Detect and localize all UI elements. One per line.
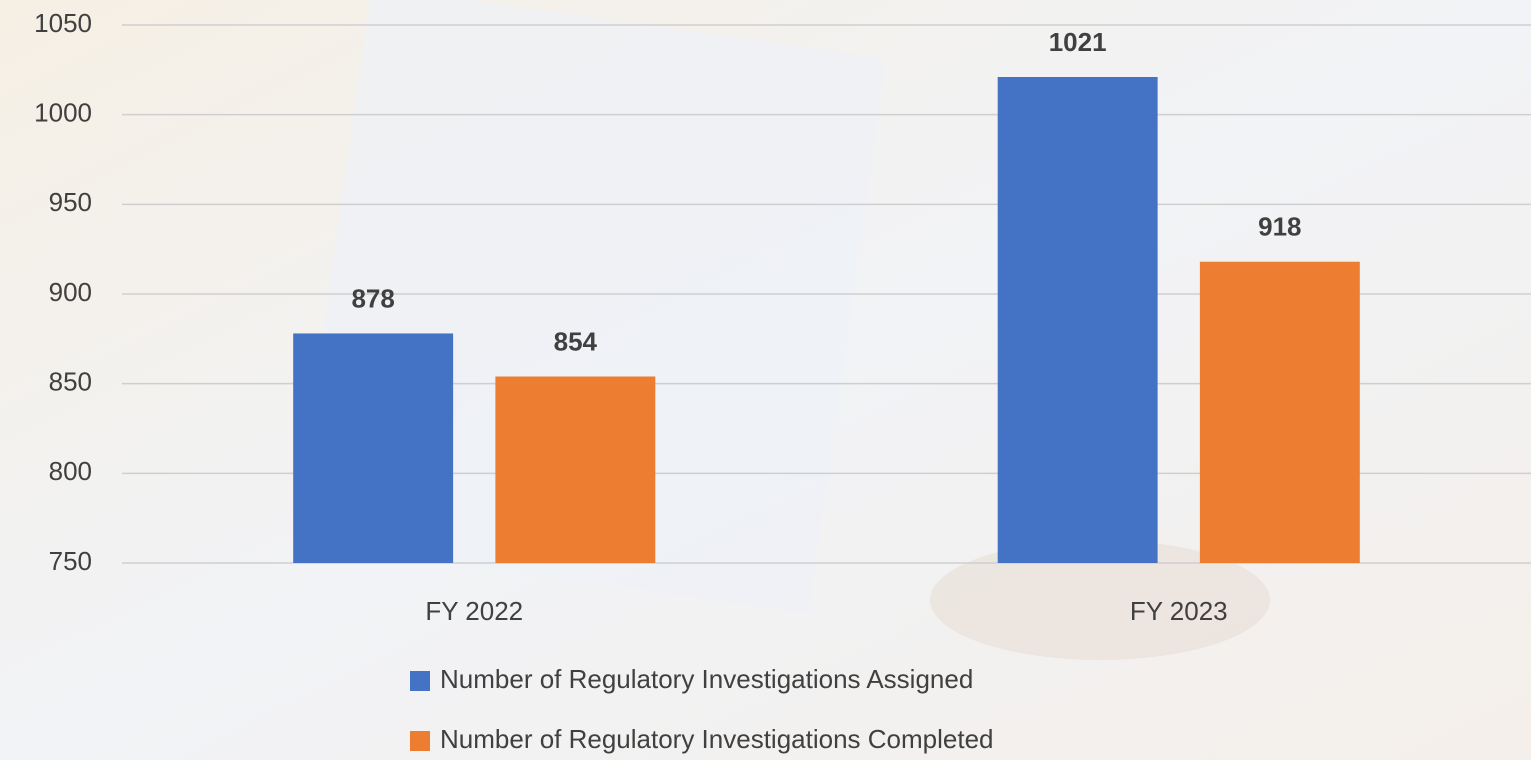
data-label: 854 (554, 326, 598, 356)
y-tick-label: 900 (49, 277, 92, 307)
background-decor (930, 540, 1270, 660)
data-label: 918 (1258, 212, 1301, 242)
bar (1199, 261, 1360, 563)
y-tick-label: 1050 (34, 8, 92, 38)
y-tick-label: 850 (49, 367, 92, 397)
legend-label: Number of Regulatory Investigations Assi… (440, 664, 973, 694)
legend-label: Number of Regulatory Investigations Comp… (440, 724, 994, 754)
legend-swatch (410, 671, 430, 691)
data-label: 1021 (1049, 27, 1107, 57)
y-tick-label: 1000 (34, 98, 92, 128)
bar (495, 376, 656, 563)
y-tick-label: 950 (49, 187, 92, 217)
x-tick-label: FY 2022 (425, 596, 523, 626)
y-tick-label: 750 (49, 546, 92, 576)
bar (293, 333, 454, 563)
legend-swatch (410, 731, 430, 751)
x-tick-label: FY 2023 (1130, 596, 1228, 626)
data-label: 878 (351, 283, 394, 313)
y-tick-label: 800 (49, 456, 92, 486)
bar (997, 77, 1158, 564)
